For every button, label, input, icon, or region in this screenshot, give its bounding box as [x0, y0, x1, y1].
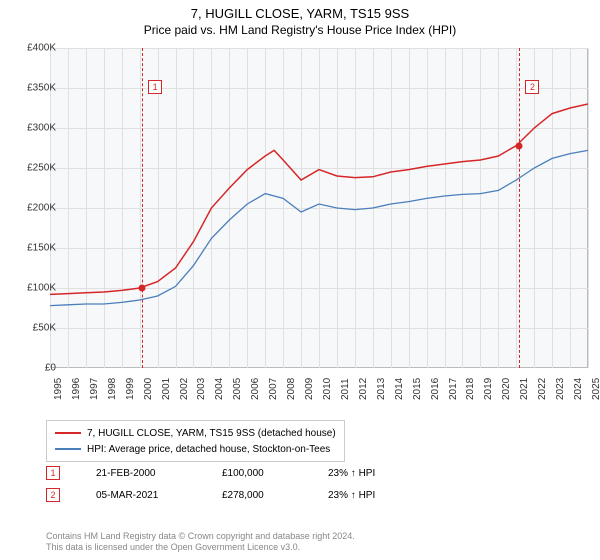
- y-axis-label: £350K: [27, 83, 56, 94]
- x-axis-label: 1998: [107, 378, 118, 400]
- x-axis-label: 2001: [161, 378, 172, 400]
- event-pct: 23% ↑ HPI: [328, 490, 375, 501]
- y-axis-label: £0: [45, 363, 56, 374]
- y-axis-label: £400K: [27, 43, 56, 54]
- x-axis-label: 2006: [250, 378, 261, 400]
- x-axis-label: 2020: [501, 378, 512, 400]
- legend-swatch: [55, 432, 81, 434]
- x-axis-label: 1997: [89, 378, 100, 400]
- legend-label: 7, HUGILL CLOSE, YARM, TS15 9SS (detache…: [87, 428, 336, 439]
- x-axis-label: 2021: [519, 378, 530, 400]
- y-axis-label: £100K: [27, 283, 56, 294]
- event-marker: 1: [46, 466, 60, 480]
- chart-area: 12: [50, 48, 588, 368]
- chart-subtitle: Price paid vs. HM Land Registry's House …: [0, 21, 600, 41]
- legend: 7, HUGILL CLOSE, YARM, TS15 9SS (detache…: [46, 420, 345, 462]
- x-axis-label: 2012: [358, 378, 369, 400]
- y-axis-label: £200K: [27, 203, 56, 214]
- x-axis-label: 2003: [196, 378, 207, 400]
- x-axis-label: 2025: [591, 378, 600, 400]
- chart-title: 7, HUGILL CLOSE, YARM, TS15 9SS: [0, 0, 600, 21]
- x-axis-label: 1995: [53, 378, 64, 400]
- event-marker: 2: [46, 488, 60, 502]
- event-pct: 23% ↑ HPI: [328, 468, 375, 479]
- x-axis-label: 2008: [286, 378, 297, 400]
- x-axis-label: 2007: [268, 378, 279, 400]
- x-axis-label: 2011: [340, 378, 351, 400]
- x-axis-label: 1996: [71, 378, 82, 400]
- event-price: £100,000: [222, 468, 292, 479]
- x-axis-label: 2004: [214, 378, 225, 400]
- events-table: 1 21-FEB-2000 £100,000 23% ↑ HPI 2 05-MAR-202…: [46, 462, 375, 506]
- event-marker-box: 1: [148, 80, 162, 94]
- footer-attribution: Contains HM Land Registry data © Crown c…: [46, 531, 355, 554]
- x-axis-label: 2017: [448, 378, 459, 400]
- x-axis-label: 2014: [394, 378, 405, 400]
- event-date: 05-MAR-2021: [96, 490, 186, 501]
- y-axis-label: £300K: [27, 123, 56, 134]
- event-dot: [139, 285, 146, 292]
- series-lines: [50, 48, 588, 368]
- x-axis-label: 2015: [412, 378, 423, 400]
- x-axis-label: 2023: [555, 378, 566, 400]
- legend-row: 7, HUGILL CLOSE, YARM, TS15 9SS (detache…: [55, 425, 336, 441]
- series-line: [50, 150, 588, 305]
- x-axis-label: 2005: [232, 378, 243, 400]
- legend-label: HPI: Average price, detached house, Stoc…: [87, 444, 330, 455]
- event-price: £278,000: [222, 490, 292, 501]
- event-dot: [516, 142, 523, 149]
- x-axis-label: 2009: [304, 378, 315, 400]
- y-axis-label: £150K: [27, 243, 56, 254]
- event-row: 2 05-MAR-2021 £278,000 23% ↑ HPI: [46, 484, 375, 506]
- x-axis-label: 2000: [143, 378, 154, 400]
- x-axis-label: 2018: [465, 378, 476, 400]
- x-axis-label: 2024: [573, 378, 584, 400]
- x-axis-label: 1999: [125, 378, 136, 400]
- footer-line1: Contains HM Land Registry data © Crown c…: [46, 531, 355, 543]
- event-marker-box: 2: [525, 80, 539, 94]
- x-axis-label: 2013: [376, 378, 387, 400]
- event-row: 1 21-FEB-2000 £100,000 23% ↑ HPI: [46, 462, 375, 484]
- x-axis-label: 2019: [483, 378, 494, 400]
- footer-line2: This data is licensed under the Open Gov…: [46, 542, 355, 554]
- series-line: [50, 104, 588, 294]
- legend-row: HPI: Average price, detached house, Stoc…: [55, 441, 336, 457]
- y-axis-label: £50K: [33, 323, 56, 334]
- y-axis-label: £250K: [27, 163, 56, 174]
- chart-container: 7, HUGILL CLOSE, YARM, TS15 9SS Price pa…: [0, 0, 600, 560]
- x-axis-label: 2002: [179, 378, 190, 400]
- x-axis-label: 2016: [430, 378, 441, 400]
- event-date: 21-FEB-2000: [96, 468, 186, 479]
- legend-swatch: [55, 448, 81, 450]
- x-axis-label: 2022: [537, 378, 548, 400]
- x-axis-label: 2010: [322, 378, 333, 400]
